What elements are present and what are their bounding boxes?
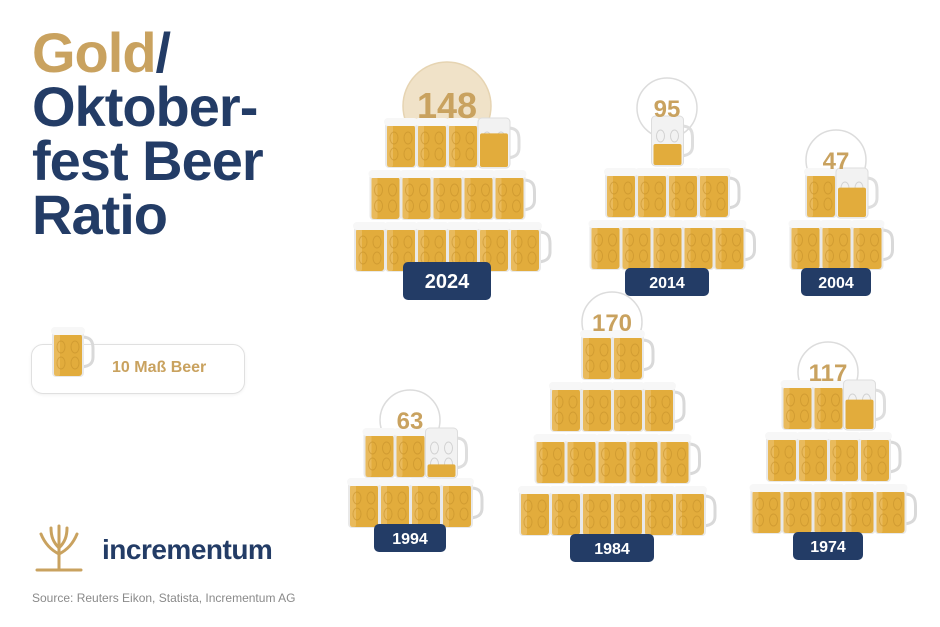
value-label-1994: 63 [397, 408, 424, 435]
title-slash: / [155, 21, 172, 84]
year-badge-2004 [801, 268, 871, 296]
year-badge-2014 [625, 268, 709, 296]
title-line-2: Oktober- [32, 75, 258, 138]
year-group-1974: 117 1974 [748, 341, 917, 560]
value-label-1974: 117 [809, 360, 848, 387]
year-label-2014: 2014 [649, 275, 685, 292]
mug-2024-10 [491, 168, 536, 222]
year-group-2004: 47 2004 [787, 129, 894, 296]
year-group-1994: 63 1994 [345, 389, 484, 552]
year-badge-1994 [374, 524, 446, 552]
partial-fill-2024 [480, 133, 508, 167]
beer-mug-icon [50, 325, 95, 379]
tree-logo-icon [35, 524, 83, 572]
mug-2004-2 [849, 218, 894, 272]
year-label-1994: 1994 [392, 531, 428, 548]
title-line-4: Ratio [32, 183, 168, 246]
year-badge-1984 [570, 534, 654, 562]
year-label-2024: 2024 [425, 271, 470, 293]
chart-title: Gold/ Oktober- fest Beer Ratio [32, 25, 264, 246]
mug-2014-8 [695, 166, 741, 220]
value-label-1984: 170 [592, 310, 632, 337]
year-badge-1974 [793, 532, 863, 560]
mug-1974-4 [872, 482, 917, 536]
year-group-2024: 148 2024 [351, 61, 552, 300]
partial-fill-1994 [427, 464, 456, 477]
brand-name: incrementum [102, 534, 273, 565]
title-line-3: fest Beer [32, 129, 264, 192]
mug-1994-3 [438, 476, 484, 530]
mug-1984-14 [640, 380, 686, 434]
value-label-2004: 47 [823, 148, 850, 175]
partial-fill-1974 [845, 399, 874, 429]
year-label-2004: 2004 [818, 275, 854, 292]
mug-1984-5 [671, 484, 717, 538]
mug-2024-5 [506, 220, 552, 274]
source-note: Source: Reuters Eikon, Statista, Increme… [32, 591, 296, 605]
value-label-2014: 95 [654, 96, 681, 123]
legend: 10 Maß Beer [31, 325, 245, 394]
partial-fill-2014 [653, 144, 682, 165]
mug-2014-4 [711, 218, 756, 272]
year-label-1984: 1984 [594, 541, 630, 558]
legend-label: 10 Maß Beer [112, 359, 207, 376]
title-gold: Gold [32, 21, 157, 84]
value-label-2024: 148 [417, 85, 477, 126]
mug-1984-16 [609, 328, 655, 382]
year-label-1974: 1974 [810, 539, 846, 556]
partial-fill-2004 [838, 187, 866, 217]
year-group-1984: 170 1984 [516, 291, 717, 562]
mug-1984-10 [656, 432, 701, 486]
year-badge-2024 [403, 262, 491, 300]
mug-1974-8 [856, 430, 902, 484]
year-group-2014: 95 2014 [587, 77, 756, 296]
